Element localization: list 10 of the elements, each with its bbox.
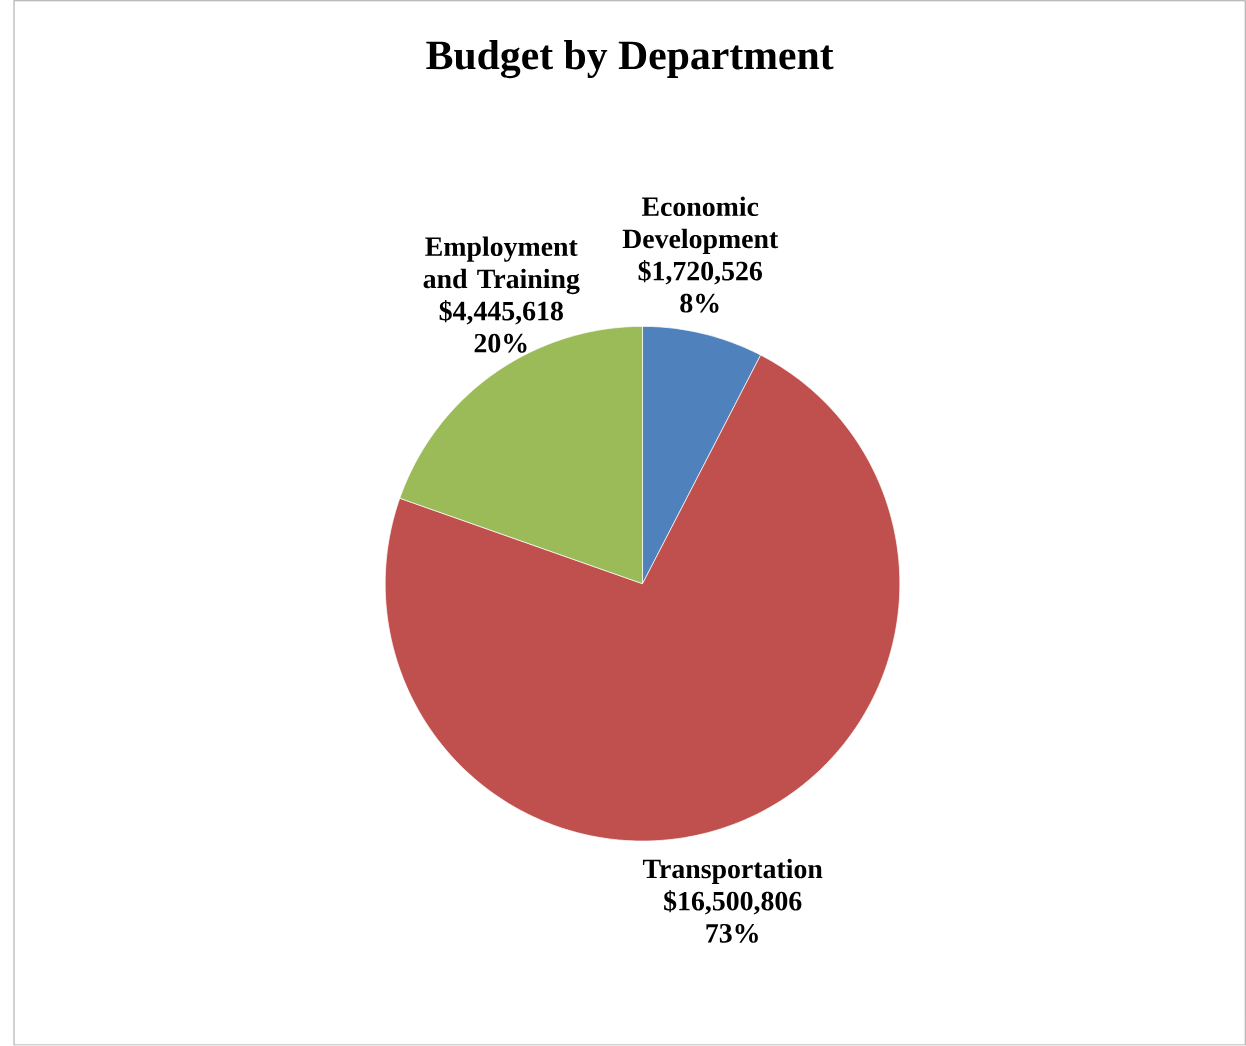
slice-label: Transportation [642,858,823,885]
data-label: $16,500,806 [664,890,802,915]
data-label: $4,445,618 [439,300,563,325]
slice-label: Employment and Training [423,236,580,295]
chart-title: Budget by Department [426,40,834,79]
text: 20% [474,333,527,353]
slice-label: Economic Development [622,196,779,254]
text: 73% [706,923,758,943]
text: 8% [680,293,719,313]
data-label: $1,720,526 [638,260,762,285]
